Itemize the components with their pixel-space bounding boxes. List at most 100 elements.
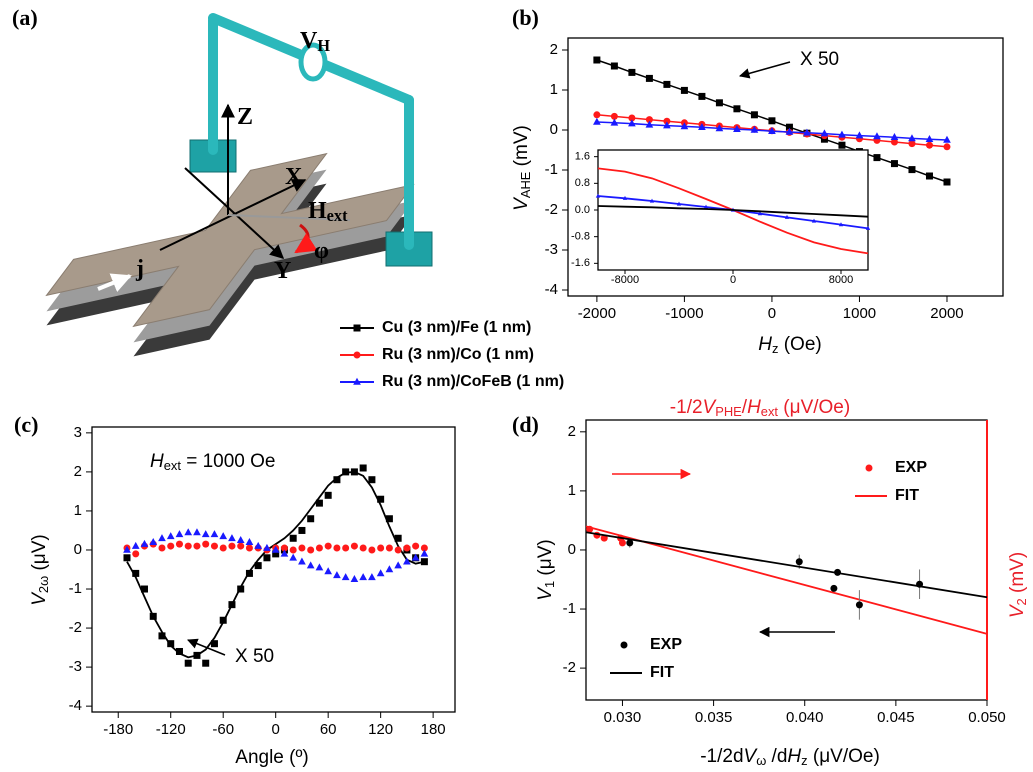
y-tick-label: -1 [545,161,558,178]
marker [733,105,740,112]
x-axis-label: Hz (Oe) [758,334,821,356]
marker [325,543,332,550]
marker [873,154,880,161]
y-axis-label: V1 (μV) [535,539,557,600]
label-part: Angle (º) [235,747,308,768]
label-part: (μV) [535,539,556,581]
marker [176,648,183,655]
marker [698,93,705,100]
x-tick-label: 1000 [843,305,876,322]
y-tick-label: -2 [545,201,558,218]
x-tick-label: -120 [156,721,186,738]
annotation-arrow [740,62,790,76]
x-axis-label: -1/2dVω /dHz (μV/Oe) [700,746,880,768]
marker [611,63,618,70]
marker [228,543,235,550]
marker [333,545,340,552]
marker [193,543,200,550]
x-tick-label: 0 [272,721,280,738]
marker [219,532,227,539]
label-part: Y [274,258,291,284]
label-part: 1 [542,581,557,588]
marker [263,554,270,561]
label-part: (Oe) [778,334,821,355]
y2-axis-label: V2 (mV) [1007,552,1029,618]
marker [220,617,227,624]
marker [202,541,209,548]
marker [663,81,670,88]
label-part: H [758,334,772,355]
marker [307,546,314,553]
marker [333,571,341,578]
y-tick-label: -1.6 [571,257,590,269]
x-tick-label: 0.050 [968,709,1006,726]
x-tick-label: -60 [212,721,234,738]
diagram-label: φ [314,238,329,264]
label-part: (mV) [1007,552,1028,598]
legend-label: Ru (3 nm)/CoFeB (1 nm) [382,373,564,390]
label-part: (μV/Oe) [778,397,850,418]
marker [202,530,210,537]
y-tick-label: 0.8 [575,177,590,189]
x-tick-label: 0.045 [877,709,915,726]
marker [628,69,635,76]
panel-label: (a) [12,5,38,30]
marker [403,545,410,552]
label-part: φ [314,238,329,264]
marker [360,464,367,471]
x-axis-label: Angle (º) [235,747,308,768]
marker [149,538,157,545]
x-tick-label: 2000 [930,305,963,322]
label-part: H [308,198,327,224]
marker [856,601,863,608]
y-tick-label: 2 [568,423,576,440]
marker [211,640,218,647]
marker [132,550,139,557]
marker [926,142,933,149]
y-tick-label: -1 [69,580,82,597]
y-tick-label: 1 [74,502,82,519]
marker [386,515,393,522]
marker [386,565,394,572]
label-part: AHE [518,171,533,198]
y-tick-label: -4 [69,697,82,714]
marker [316,563,324,570]
marker [368,476,375,483]
x-tick-label: 180 [421,721,446,738]
label-part: ext [327,206,348,225]
marker [158,632,165,639]
diagram-label: VH [300,28,330,55]
marker [220,545,227,552]
panel-label: (b) [512,5,539,30]
marker [141,586,148,593]
device-diagram [47,18,433,356]
marker [354,325,361,332]
marker [342,468,349,475]
x-tick-label: -180 [103,721,133,738]
top-axis-label: -1/2VPHE/Hext (μV/Oe) [670,397,850,419]
marker [395,535,402,542]
series-line [586,532,987,597]
marker [202,660,209,667]
marker [132,570,139,577]
y-tick-label: -1 [563,600,576,617]
marker [412,543,419,550]
annotation: Hext = 1000 Oe [150,451,276,473]
marker [132,542,140,549]
marker [307,515,314,522]
marker [908,166,915,173]
marker [394,561,402,568]
y-tick-label: 2 [550,41,558,58]
marker [351,543,358,550]
marker [681,87,688,94]
marker [211,530,219,537]
marker [167,532,175,539]
label-part: -1/2d [700,746,743,767]
y-tick-label: 0 [568,541,576,558]
marker [298,545,305,552]
marker [377,545,384,552]
marker [621,642,628,649]
marker [246,545,253,552]
y-tick-label: 1 [550,81,558,98]
marker [150,613,157,620]
